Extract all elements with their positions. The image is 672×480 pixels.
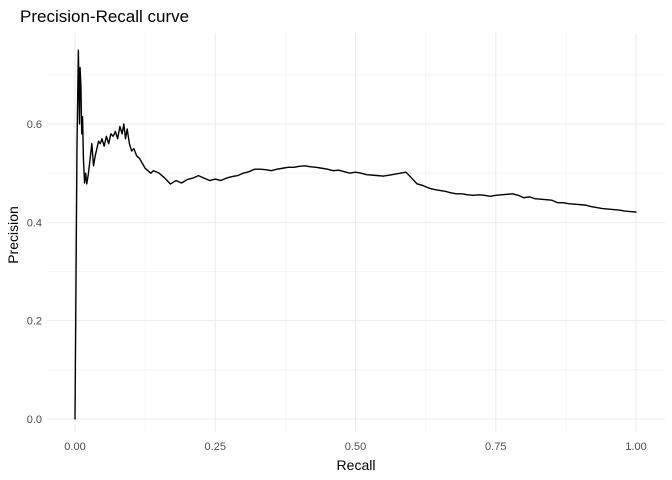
y-tick-label: 0.2 [27,316,42,328]
major-gridlines [47,33,665,432]
x-tick-label: 0.75 [485,441,506,453]
x-axis-title: Recall [337,457,376,473]
y-axis-title: Precision [5,206,21,264]
y-tick-label: 0.4 [27,217,42,229]
x-tick-label: 0.00 [64,441,85,453]
y-tick-label: 0.0 [27,414,42,426]
y-tick-label: 0.6 [27,119,42,131]
y-axis-ticks: 0.0 0.2 0.4 0.6 [27,119,42,426]
x-tick-label: 1.00 [625,441,646,453]
series-layer [74,49,637,420]
chart-title: Precision-Recall curve [20,7,189,26]
precision-recall-line [74,49,637,420]
x-tick-label: 0.50 [345,441,366,453]
x-axis-ticks: 0.00 0.25 0.50 0.75 1.00 [64,441,646,453]
x-tick-label: 0.25 [205,441,226,453]
